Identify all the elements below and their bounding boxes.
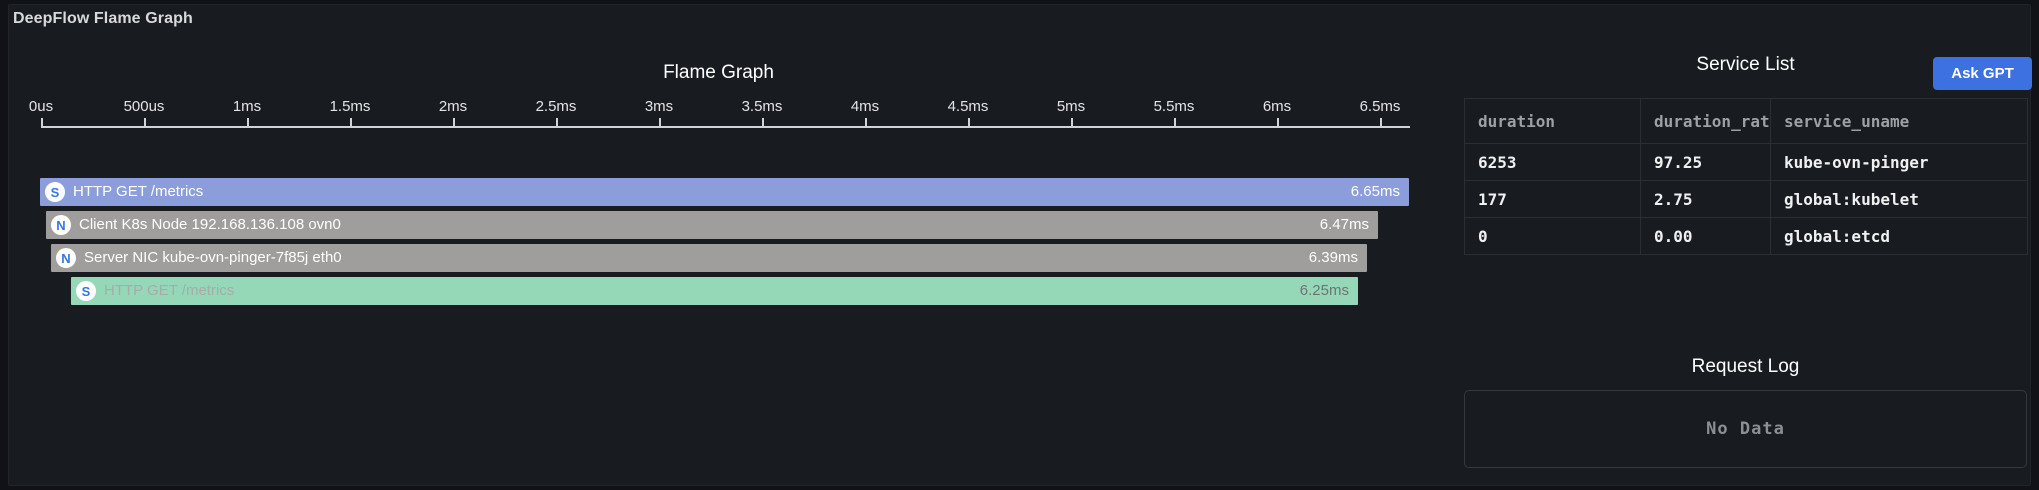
span-label: Server NIC kube-ovn-pinger-7f85j eth0 xyxy=(84,249,342,266)
axis-tick xyxy=(453,118,455,127)
axis-tick-label: 5.5ms xyxy=(1153,98,1195,115)
axis-tick-label: 4.5ms xyxy=(947,98,989,115)
table-cell: 177 xyxy=(1464,180,1641,218)
axis-tick xyxy=(1071,118,1073,127)
axis-tick-label: 0us xyxy=(28,98,54,115)
table-cell: 0 xyxy=(1464,217,1641,255)
axis-tick xyxy=(659,118,661,127)
span-type-icon: N xyxy=(56,248,76,268)
axis-tick xyxy=(968,118,970,127)
table-row[interactable]: 6253 97.25 kube-ovn-pinger xyxy=(1464,143,2028,181)
axis-tick xyxy=(1380,118,1382,127)
span-type-letter: N xyxy=(61,250,71,266)
request-log-empty-box: No Data xyxy=(1464,390,2027,468)
flame-bar[interactable]: N Server NIC kube-ovn-pinger-7f85j eth0 … xyxy=(51,244,1367,272)
table-cell: 2.75 xyxy=(1640,180,1771,218)
service-table-header-row: duration duration_ratio service_uname xyxy=(1464,98,2028,144)
table-cell: global:etcd xyxy=(1770,217,2028,255)
axis-tick xyxy=(350,118,352,127)
span-type-icon: N xyxy=(51,215,71,235)
span-label: HTTP GET /metrics xyxy=(104,282,235,299)
span-duration: 6.39ms xyxy=(1308,249,1358,266)
axis-tick xyxy=(1174,118,1176,127)
table-cell: 6253 xyxy=(1464,143,1641,181)
flame-graph-title: Flame Graph xyxy=(663,62,774,83)
span-label: Client K8s Node 192.168.136.108 ovn0 xyxy=(79,216,341,233)
flame-bar[interactable]: S HTTP GET /metrics 6.25ms xyxy=(71,277,1358,305)
span-type-icon: S xyxy=(45,182,65,202)
col-header-service-uname: service_uname xyxy=(1770,98,2028,144)
axis-tick-label: 5ms xyxy=(1056,98,1086,115)
axis-tick-label: 500us xyxy=(123,98,165,115)
axis-tick xyxy=(556,118,558,127)
span-label: HTTP GET /metrics xyxy=(73,183,204,200)
service-list-title: Service List xyxy=(1696,54,1795,75)
table-cell: kube-ovn-pinger xyxy=(1770,143,2028,181)
axis-tick xyxy=(1277,118,1279,127)
no-data-text: No Data xyxy=(1706,419,1785,439)
span-type-icon: S xyxy=(76,281,96,301)
table-cell: 0.00 xyxy=(1640,217,1771,255)
axis-tick xyxy=(762,118,764,127)
axis-tick xyxy=(41,118,43,127)
axis-tick-label: 6ms xyxy=(1262,98,1292,115)
axis-tick-label: 6.5ms xyxy=(1359,98,1401,115)
time-axis-baseline xyxy=(41,126,1410,128)
span-type-letter: S xyxy=(50,184,60,200)
axis-tick xyxy=(247,118,249,127)
ask-gpt-button[interactable]: Ask GPT xyxy=(1933,57,2032,90)
col-header-duration-ratio: duration_ratio xyxy=(1640,98,1771,144)
table-cell: global:kubelet xyxy=(1770,180,2028,218)
axis-tick xyxy=(144,118,146,127)
service-table: duration duration_ratio service_uname 62… xyxy=(1464,98,2028,255)
axis-tick-label: 1.5ms xyxy=(329,98,371,115)
table-row[interactable]: 0 0.00 global:etcd xyxy=(1464,217,2028,255)
axis-tick-label: 3.5ms xyxy=(741,98,783,115)
table-cell: 97.25 xyxy=(1640,143,1771,181)
span-type-letter: S xyxy=(81,283,91,299)
axis-tick-label: 2.5ms xyxy=(535,98,577,115)
request-log-title: Request Log xyxy=(1691,356,1800,377)
axis-tick-label: 4ms xyxy=(850,98,880,115)
panel-title: DeepFlow Flame Graph xyxy=(13,10,193,27)
table-row[interactable]: 177 2.75 global:kubelet xyxy=(1464,180,2028,218)
axis-tick-label: 2ms xyxy=(438,98,468,115)
col-header-duration: duration xyxy=(1464,98,1641,144)
axis-tick-label: 1ms xyxy=(232,98,262,115)
span-duration: 6.47ms xyxy=(1319,216,1369,233)
span-type-letter: N xyxy=(56,217,66,233)
flame-bar[interactable]: S HTTP GET /metrics 6.65ms xyxy=(40,178,1409,206)
flame-bar[interactable]: N Client K8s Node 192.168.136.108 ovn0 6… xyxy=(46,211,1378,239)
span-duration: 6.25ms xyxy=(1299,282,1349,299)
axis-tick xyxy=(865,118,867,127)
span-duration: 6.65ms xyxy=(1350,183,1400,200)
axis-tick-label: 3ms xyxy=(644,98,674,115)
